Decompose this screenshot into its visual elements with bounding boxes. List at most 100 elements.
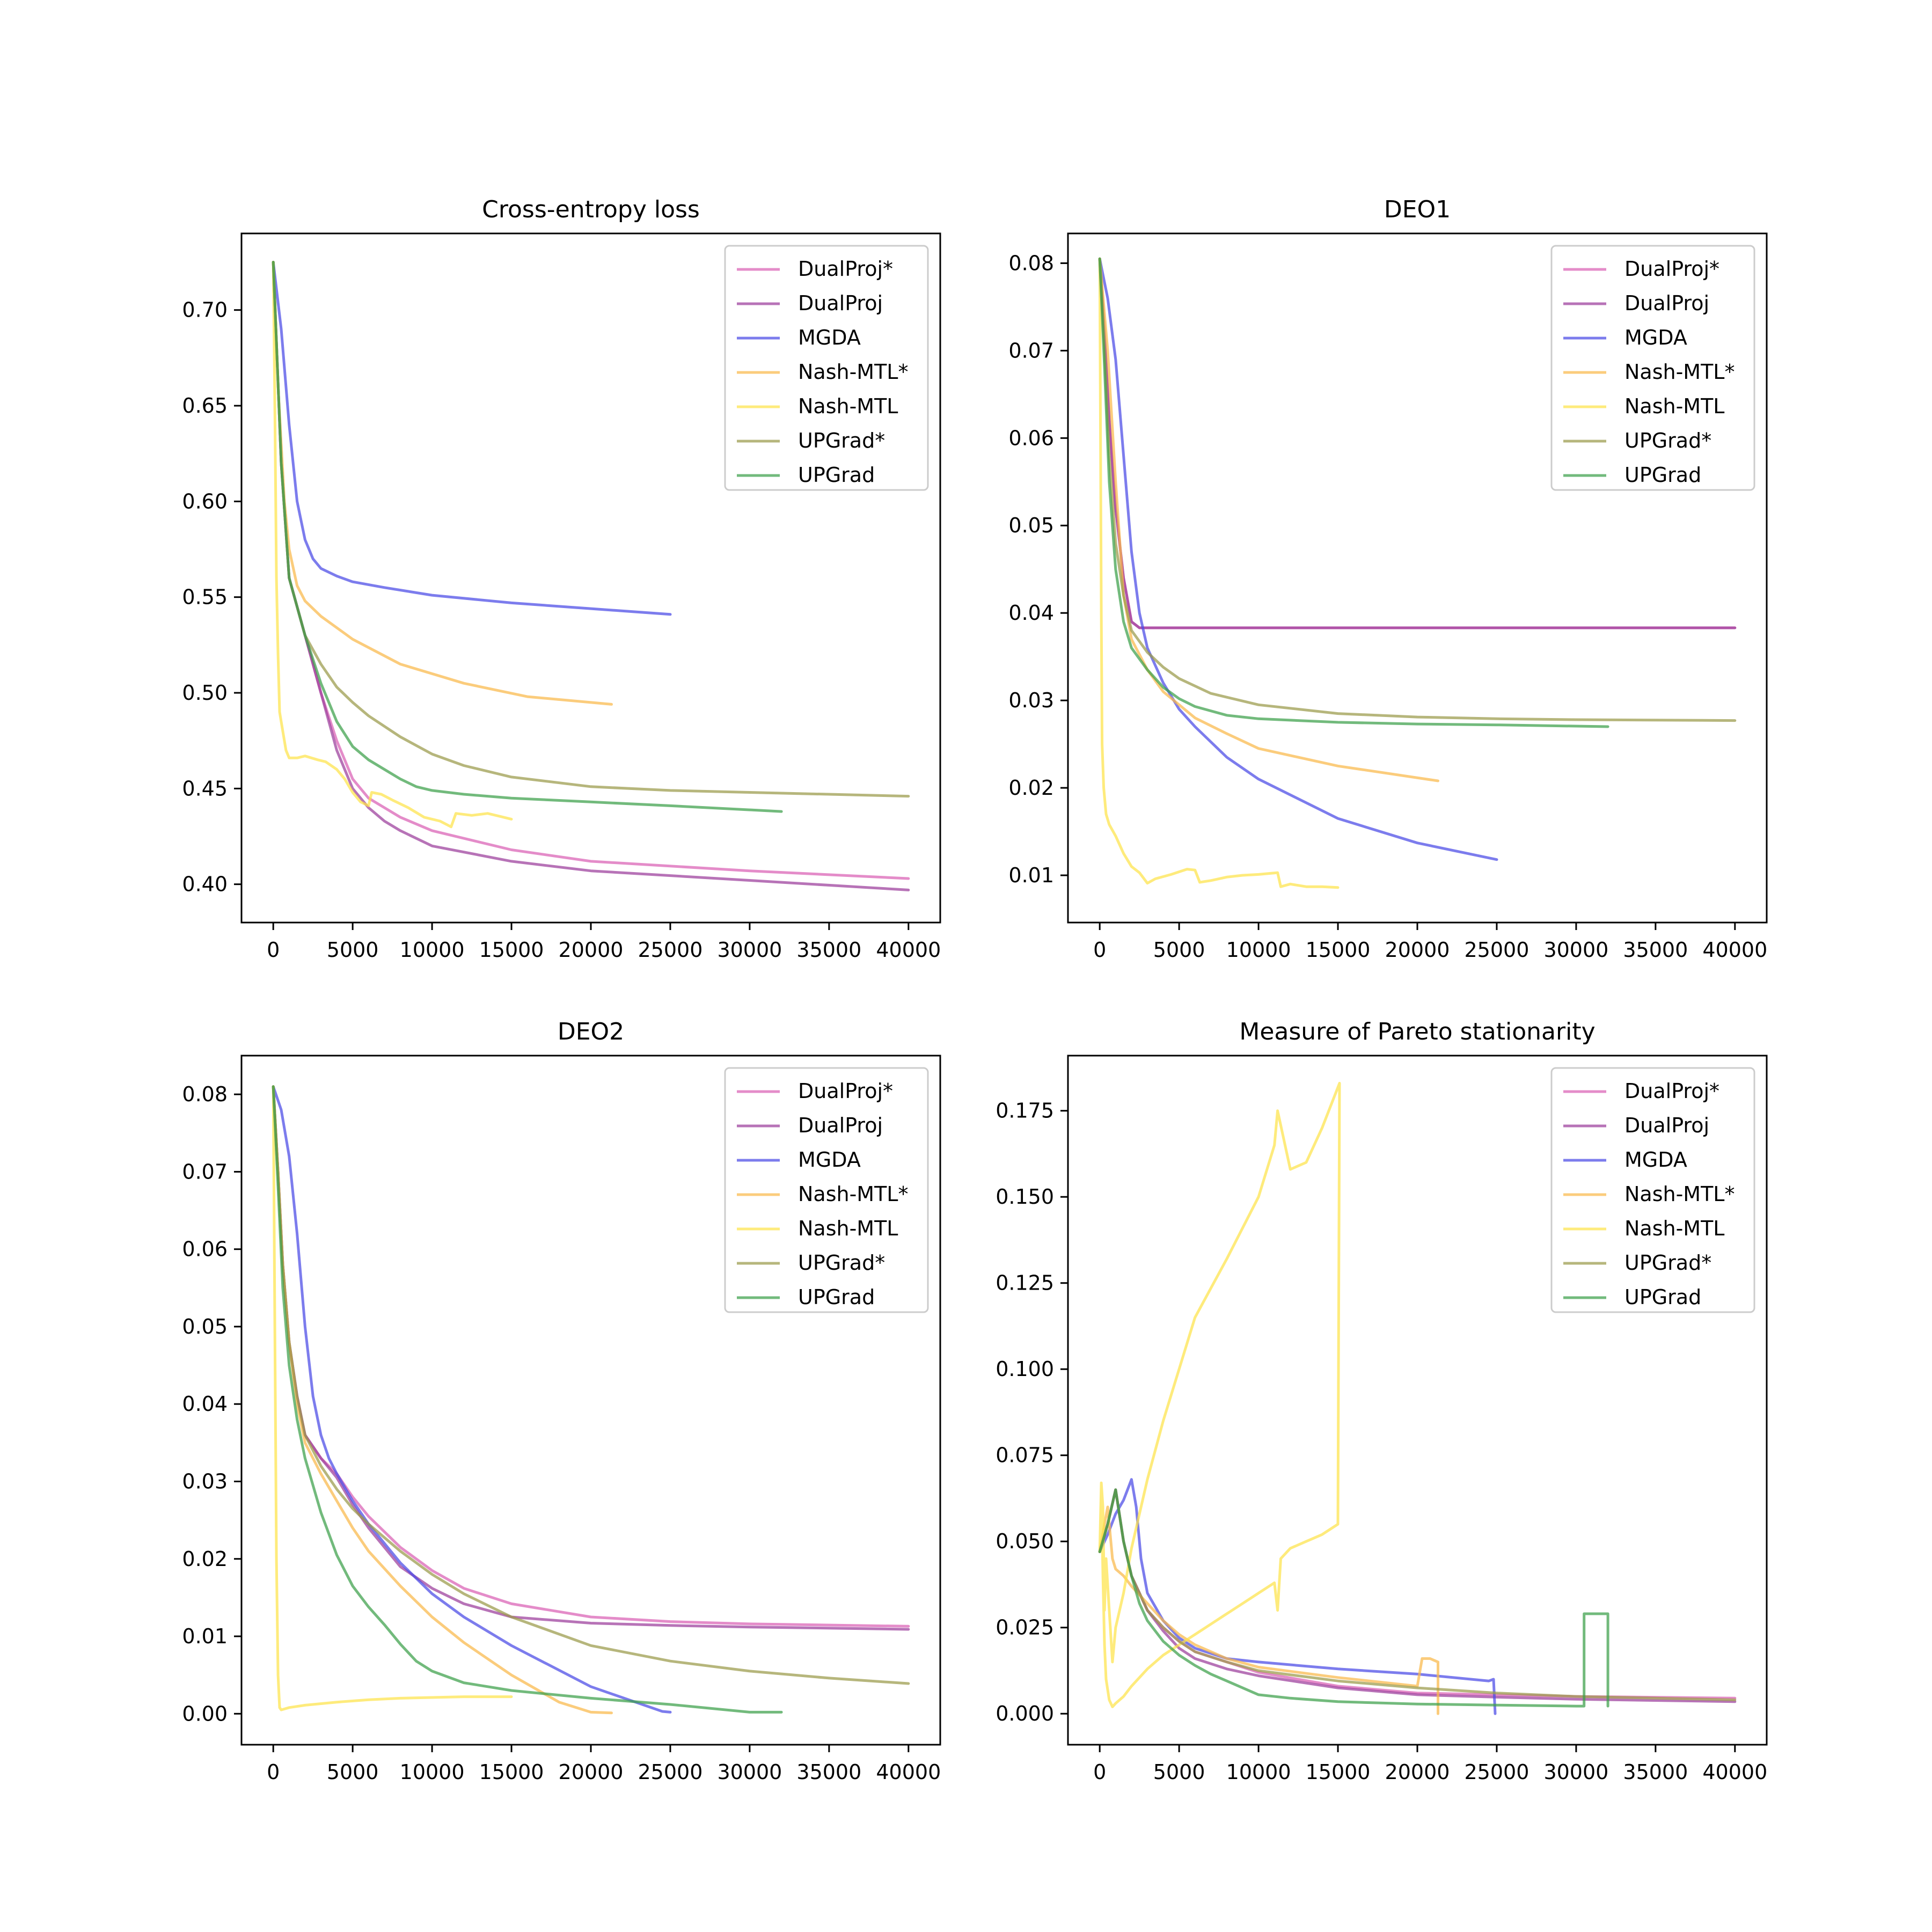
series-line-nash-mtl-star [1098,1505,1439,1715]
chart-title: Cross-entropy loss [482,196,700,223]
x-tick-label: 5000 [327,1760,379,1784]
series-line-upgrad [272,261,783,813]
series-group [1098,257,1737,889]
series-line-mgda [272,1085,672,1714]
legend-label-nash-mtl-star: Nash-MTL* [1624,1182,1735,1206]
x-tick-label: 30000 [717,938,782,962]
legend-label-upgrad: UPGrad [1624,1285,1701,1309]
legend: DualProj* DualProj MGDA Nash-MTL* Nash-MTL UP… [724,1067,929,1313]
x-tick-label: 5000 [327,938,379,962]
y-axis-ticks: 0.40 0.45 0.50 0.55 0.60 0.65 0.70 [182,298,241,896]
legend-label-nash-mtl: Nash-MTL [1624,394,1724,418]
legend-label-dualproj: DualProj [1624,291,1709,315]
y-axis-ticks: 0.01 0.02 0.03 0.04 0.05 0.06 0.07 0.08 [1008,251,1068,887]
y-tick-label: 0.02 [182,1547,228,1571]
x-axis-ticks: 0 5000 10000 15000 20000 25000 30000 35000 40000 [267,923,941,962]
chart-title: DEO2 [558,1018,624,1045]
plot-area [272,261,910,891]
series-line-upgrad [1098,1488,1609,1708]
legend-label-dualproj: DualProj [1624,1114,1709,1137]
y-tick-label: 0.65 [182,394,228,418]
legend-label-mgda: MGDA [1624,1148,1687,1172]
legend-box [1550,245,1755,491]
legend-box [724,245,929,491]
legend-box [724,1067,929,1313]
series-line-mgda [1098,257,1498,861]
panel-cross-entropy-loss: Cross-entropy loss 0 5000 10000 15000 20000 2… [182,196,941,962]
y-tick-label: 0.03 [182,1469,228,1493]
y-tick-label: 0.000 [996,1702,1054,1725]
y-tick-label: 0.075 [996,1444,1054,1467]
x-tick-label: 25000 [638,1760,703,1784]
x-tick-label: 10000 [1226,1760,1291,1784]
legend-label-mgda: MGDA [798,1148,861,1172]
x-tick-label: 0 [267,1760,280,1784]
y-tick-label: 0.175 [996,1099,1054,1123]
y-tick-label: 0.025 [996,1616,1054,1640]
y-tick-label: 0.050 [996,1529,1054,1553]
y-tick-label: 0.04 [1008,601,1054,625]
legend: DualProj* DualProj MGDA Nash-MTL* Nash-MTL UP… [724,245,929,491]
x-tick-label: 30000 [1543,1760,1608,1784]
legend-label-dualproj-star: DualProj* [798,257,893,281]
y-tick-label: 0.55 [182,586,228,609]
series-line-mgda [272,261,672,616]
x-tick-label: 40000 [1702,1760,1767,1784]
legend: DualProj* DualProj MGDA Nash-MTL* Nash-MTL UP… [1550,1067,1755,1313]
y-tick-label: 0.07 [1008,339,1054,362]
y-tick-label: 0.04 [182,1392,228,1416]
x-tick-label: 25000 [1465,1760,1529,1784]
legend-label-nash-mtl: Nash-MTL [1624,1217,1724,1240]
x-axis-ticks: 0 5000 10000 15000 20000 25000 30000 35000 40000 [267,1745,941,1784]
y-tick-label: 0.08 [1008,251,1054,275]
x-tick-label: 0 [267,938,280,962]
plot-area [272,1085,910,1715]
legend: DualProj* DualProj MGDA Nash-MTL* Nash-MTL UP… [1550,245,1755,491]
x-tick-label: 5000 [1153,1760,1205,1784]
legend-label-nash-mtl-star: Nash-MTL* [798,1182,908,1206]
series-line-upgrad-star [1098,257,1737,722]
x-tick-label: 25000 [638,938,703,962]
y-tick-label: 0.100 [996,1357,1054,1381]
x-tick-label: 0 [1093,938,1106,962]
x-axis-ticks: 0 5000 10000 15000 20000 25000 30000 35000 40000 [1093,923,1767,962]
y-tick-label: 0.01 [182,1624,228,1648]
x-tick-label: 10000 [400,938,465,962]
legend-box [1550,1067,1755,1313]
x-tick-label: 30000 [1543,938,1608,962]
series-line-nash-mtl [272,1085,513,1711]
x-tick-label: 20000 [1385,1760,1450,1784]
y-tick-label: 0.45 [182,777,228,800]
legend-label-upgrad: UPGrad [1624,463,1701,487]
x-tick-label: 40000 [876,938,941,962]
legend-label-upgrad: UPGrad [798,463,875,487]
y-tick-label: 0.05 [182,1315,228,1338]
plot-area [1098,1081,1737,1715]
y-tick-label: 0.06 [182,1238,228,1261]
y-tick-label: 0.150 [996,1185,1054,1209]
y-tick-label: 0.01 [1008,863,1054,887]
x-axis-ticks: 0 5000 10000 15000 20000 25000 30000 35000 40000 [1093,1745,1767,1784]
x-tick-label: 5000 [1153,938,1205,962]
legend-label-nash-mtl: Nash-MTL [798,394,898,418]
y-tick-label: 0.50 [182,681,228,705]
x-tick-label: 15000 [479,938,544,962]
legend-label-dualproj-star: DualProj* [1624,1079,1719,1103]
x-tick-label: 25000 [1465,938,1529,962]
legend-label-upgrad-star: UPGrad* [798,429,885,452]
x-tick-label: 35000 [796,938,861,962]
panel-deo1: DEO1 0 5000 10000 15000 20000 25000 30000 35000… [1008,196,1768,962]
legend-label-dualproj: DualProj [798,1114,883,1137]
y-tick-label: 0.125 [996,1271,1054,1295]
x-tick-label: 10000 [400,1760,465,1784]
series-group [272,1085,910,1715]
x-tick-label: 40000 [876,1760,941,1784]
legend-label-upgrad: UPGrad [798,1285,875,1309]
y-tick-label: 0.70 [182,298,228,322]
x-tick-label: 15000 [1306,938,1371,962]
x-tick-label: 15000 [479,1760,544,1784]
legend-label-upgrad-star: UPGrad* [1624,429,1711,452]
legend-label-dualproj: DualProj [798,291,883,315]
series-line-nash-mtl-star [1098,257,1439,782]
